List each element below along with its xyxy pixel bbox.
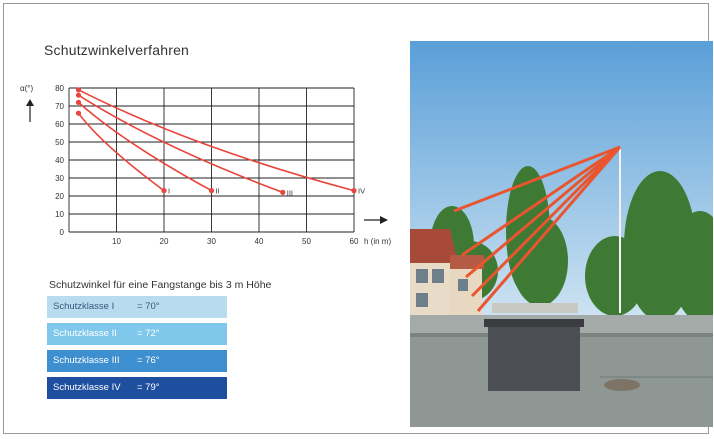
y-tick-label: 80 — [55, 84, 64, 93]
protection-class-row[interactable]: Schutzklasse III = 76° — [47, 350, 227, 372]
series-start-point — [75, 110, 82, 116]
series-label: II — [216, 187, 220, 196]
y-axis-arrowhead — [26, 99, 34, 106]
series-curve — [78, 94, 284, 194]
series-end-point — [208, 188, 215, 194]
protection-class-angle: = 72° — [137, 328, 160, 339]
series-curve — [78, 89, 355, 192]
series-end-point — [351, 188, 357, 194]
protection-ray — [453, 145, 621, 213]
protection-class-row[interactable]: Schutzklasse II = 72° — [47, 323, 227, 345]
chart-labels-layer: 0 10 20 30 40 50 60 70 10 20 30 40 50 60 α(°) 80 h (in m… — [20, 84, 391, 246]
protection-class-row[interactable]: Schutzklasse IV = 79° — [47, 377, 227, 399]
series-end-point — [161, 188, 167, 194]
protection-rays — [453, 145, 622, 312]
series-start-point — [75, 92, 82, 98]
slide-title: Schutzwinkelverfahren — [44, 42, 190, 58]
x-axis-label: h (in m) — [364, 237, 391, 246]
series-start-point — [75, 99, 82, 105]
protection-class-angle: = 76° — [137, 355, 160, 366]
y-tick-label: 40 — [55, 156, 64, 165]
protection-class-row[interactable]: Schutzklasse I = 70° — [47, 296, 227, 318]
tree-center — [506, 166, 568, 306]
y-tick-label: 50 — [55, 138, 64, 147]
chimney — [484, 303, 584, 391]
x-tick-label: 60 — [350, 237, 359, 246]
y-tick-label: 0 — [60, 228, 65, 237]
protection-angle-subtitle: Schutzwinkel für eine Fangstange bis 3 m… — [49, 279, 272, 291]
x-axis-arrowhead — [380, 216, 388, 224]
roof-drain — [604, 379, 640, 391]
y-axis-label: α(°) — [20, 84, 33, 93]
protection-class-angle: = 70° — [137, 301, 160, 312]
protection-ray — [465, 145, 621, 279]
y-tick-label: 60 — [55, 120, 64, 129]
protection-class-name: Schutzklasse III — [53, 355, 120, 366]
series-curve — [77, 112, 165, 192]
tree-right — [585, 171, 713, 321]
x-tick-label: 10 — [112, 237, 121, 246]
protection-ray — [461, 145, 621, 257]
protection-ray — [470, 145, 622, 298]
protection-class-angle: = 79° — [137, 382, 160, 393]
x-tick-label: 40 — [255, 237, 264, 246]
protection-class-name: Schutzklasse IV — [53, 382, 121, 393]
chart-grid — [68, 87, 355, 233]
series-start-point — [75, 87, 82, 93]
y-tick-label: 10 — [55, 210, 64, 219]
protection-ray — [476, 146, 622, 312]
x-tick-label: 20 — [160, 237, 169, 246]
x-tick-label: 30 — [207, 237, 216, 246]
x-tick-label: 50 — [302, 237, 311, 246]
lightning-rod-photo — [410, 41, 713, 427]
protection-class-name: Schutzklasse II — [53, 328, 117, 339]
chart-series-layer — [75, 87, 357, 195]
series-label: IV — [358, 187, 365, 196]
series-label: III — [287, 188, 293, 197]
photo-illustration — [410, 41, 713, 427]
y-tick-label: 20 — [55, 192, 64, 201]
series-end-point — [280, 189, 286, 195]
series-curve — [77, 101, 212, 192]
y-tick-label: 30 — [55, 174, 64, 183]
house — [410, 229, 484, 323]
y-tick-label: 70 — [55, 102, 64, 111]
series-label: I — [168, 187, 170, 196]
protection-class-name: Schutzklasse I — [53, 301, 115, 312]
protection-angle-chart: 0 10 20 30 40 50 60 70 10 20 30 40 50 60 α(°) 80 h (in m… — [20, 84, 391, 246]
slide: Schutzwinkelverfahren 0 10 20 30 40 50 60 70 10 2… — [3, 3, 713, 434]
chart-axes — [26, 99, 388, 224]
